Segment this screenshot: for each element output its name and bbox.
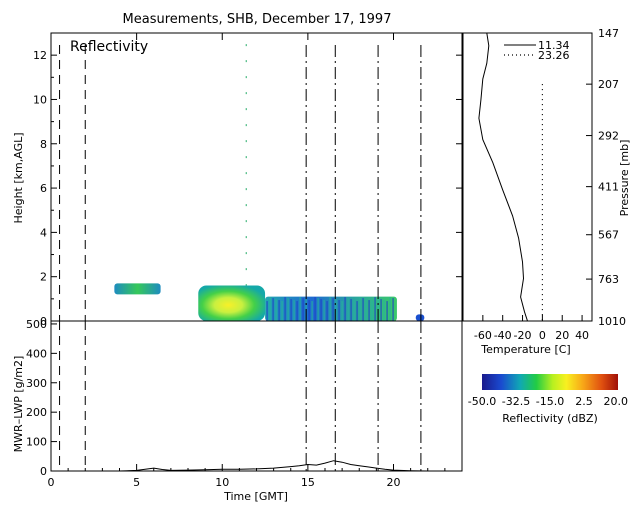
pressure-tick-label: 207 [598, 78, 619, 91]
legend-item-solid: 11.34 [538, 39, 570, 52]
sounding-legend: 11.34 23.26 [504, 39, 570, 62]
reflectivity-panel-label: Reflectivity [70, 39, 148, 55]
sounding-panel: -60 -40 -20 0 20 40 147 207 292 411 567 763 1010 Te… [462, 27, 631, 356]
pressure-tick-label: 763 [598, 273, 619, 286]
x-tick-label: -60 [474, 329, 492, 342]
x-tick-label: 0 [48, 476, 55, 489]
colorbar-tick-label: -50.0 [468, 395, 496, 408]
x-tick-label: 15 [301, 476, 315, 489]
echo-region [265, 296, 397, 321]
colorbar-ticks: -50.0 -32.5 -15.0 2.5 20.0 [468, 395, 628, 408]
lwp-plot-frame [50, 320, 463, 472]
colorbar-tick-label: -32.5 [502, 395, 530, 408]
temperature-x-axis: -60 -40 -20 0 20 40 [474, 315, 589, 342]
colorbar-tick-label: 2.5 [575, 395, 593, 408]
y-tick-label: 0 [40, 315, 47, 328]
lwp-y-label: MWR–LWP [g/m2] [12, 356, 25, 453]
pressure-tick-label: 292 [598, 130, 619, 143]
pressure-tick-label: 411 [598, 181, 619, 194]
y-tick-label: 4 [40, 226, 47, 239]
sounding-plot-frame [462, 32, 593, 322]
reflectivity-plot-frame [50, 32, 463, 322]
lwp-y-axis: 0 100 200 300 400 500 [26, 318, 57, 478]
x-tick-label: -20 [514, 329, 532, 342]
y-tick-label: 2 [40, 271, 47, 284]
lwp-sounding-markers [59, 321, 422, 471]
x-tick-label: 40 [575, 329, 589, 342]
reflectivity-y-label: Height [km,AGL] [12, 132, 25, 223]
sounding-profile-solid [478, 32, 528, 322]
reflectivity-y-axis: 0 2 4 6 8 10 12 [33, 32, 462, 328]
y-tick-label: 500 [26, 318, 47, 331]
colorbar-tick-label: -15.0 [536, 395, 564, 408]
y-tick-label: 8 [40, 138, 47, 151]
colorbar-gradient [482, 374, 618, 390]
y-tick-label: 0 [40, 465, 47, 478]
colorbar-tick-label: 20.0 [604, 395, 629, 408]
figure-title: Measurements, SHB, December 17, 1997 [123, 12, 392, 27]
y-tick-label: 100 [26, 436, 47, 449]
colorbar: -50.0 -32.5 -15.0 2.5 20.0 Reflectivity (dBZ… [468, 374, 628, 425]
reflectivity-echoes [114, 44, 425, 321]
echo-region [415, 314, 425, 321]
legend-item-dotted: 23.26 [538, 49, 570, 62]
colorbar-label: Reflectivity (dBZ) [502, 412, 598, 425]
pressure-y-label: Pressure [mb] [618, 140, 631, 217]
sounding-time-markers [59, 45, 422, 321]
y-tick-label: 12 [33, 49, 47, 62]
x-tick-label: 5 [133, 476, 140, 489]
x-tick-label: 20 [387, 476, 401, 489]
reflectivity-panel: 0 2 4 6 8 10 12 Reflectivity Height [km,AGL] [12, 32, 463, 328]
y-tick-label: 10 [33, 93, 47, 106]
echo-region [198, 285, 266, 321]
x-tick-label: 0 [539, 329, 546, 342]
y-tick-label: 400 [26, 347, 47, 360]
y-tick-label: 200 [26, 406, 47, 419]
y-tick-label: 6 [40, 182, 47, 195]
x-tick-label: 10 [215, 476, 229, 489]
temperature-x-label: Temperature [C] [480, 343, 570, 356]
pressure-tick-label: 567 [598, 229, 619, 242]
time-x-label: Time [GMT] [223, 490, 288, 503]
lwp-x-axis: 0 5 10 15 20 [48, 33, 446, 489]
pressure-tick-label: 147 [598, 27, 619, 40]
echo-region [114, 283, 161, 295]
x-tick-label: 20 [555, 329, 569, 342]
x-tick-label: -40 [494, 329, 512, 342]
pressure-tick-label: 1010 [598, 315, 626, 328]
y-tick-label: 300 [26, 377, 47, 390]
pressure-y-axis: 147 207 292 411 567 763 1010 [586, 27, 626, 328]
